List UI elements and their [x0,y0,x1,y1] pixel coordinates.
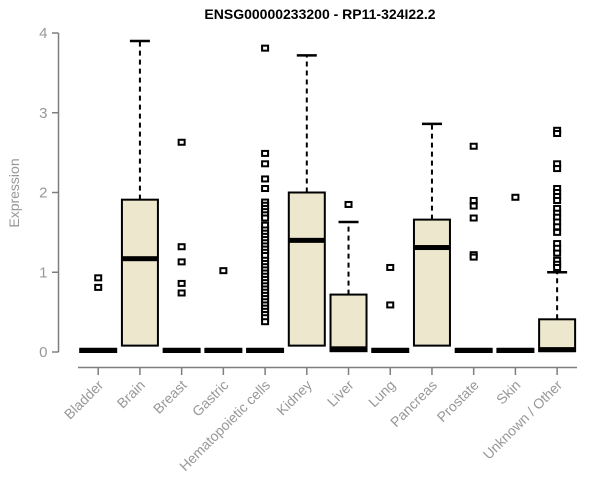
outlier-point [261,175,270,183]
y-tick-label: 1 [39,264,47,281]
x-tick-label: Brain [114,377,148,411]
x-tick-label: Liver [324,377,357,410]
x-tick-label: Prostate [434,377,482,425]
box-kidney [287,191,326,347]
median-line [455,347,492,353]
outlier-point [94,274,103,282]
outlier-point [469,142,478,150]
y-tick-label: 0 [39,344,47,361]
outlier-point [344,200,353,208]
outlier-point [177,289,186,297]
box-brain [120,198,159,347]
outlier-point [219,267,228,275]
median-line [205,347,242,353]
outlier-point [553,196,562,204]
outlier-point [261,149,270,157]
y-tick-label: 3 [39,105,47,122]
box-pancreas [412,218,451,347]
outlier-point [177,279,186,287]
y-tick-label: 4 [39,25,47,42]
x-tick-label: Breast [150,377,190,417]
median-line [413,245,450,251]
outlier-point [553,129,562,137]
x-tick-label: Skin [493,377,524,408]
outlier-point [261,214,270,222]
box-unknown-other [538,318,577,353]
outlier-point [261,44,270,52]
median-line [163,347,200,353]
box-liver [329,293,368,353]
x-tick-label: Bladder [61,377,107,423]
outlier-point [553,249,562,257]
outlier-point [177,258,186,266]
outlier-point [261,160,270,168]
outlier-point [469,202,478,210]
median-line [247,347,284,353]
y-tick-label: 2 [39,185,47,202]
x-tick-label: Unknown / Other [480,377,566,463]
outlier-point [553,223,562,231]
outlier-point [261,185,270,193]
outlier-point [511,193,520,201]
outlier-point [553,165,562,173]
median-line [539,347,576,353]
outlier-point [553,228,562,236]
median-line [121,256,158,262]
median-line [372,347,409,353]
outlier-point [177,138,186,146]
outlier-point [177,243,186,251]
x-tick-label: Lung [365,377,398,410]
median-line [330,346,367,352]
outlier-point [261,318,270,326]
outlier-point [553,263,562,271]
outlier-point [386,301,395,309]
outlier-point [469,196,478,204]
outlier-point [469,253,478,261]
outlier-point [386,263,395,271]
chart-title: ENSG00000233200 - RP11-324I22.2 [204,6,436,22]
median-line [497,347,534,353]
outlier-point [94,283,103,291]
median-line [288,237,325,243]
outlier-point [469,214,478,222]
x-tick-label: Kidney [273,377,315,419]
median-line [80,347,117,353]
